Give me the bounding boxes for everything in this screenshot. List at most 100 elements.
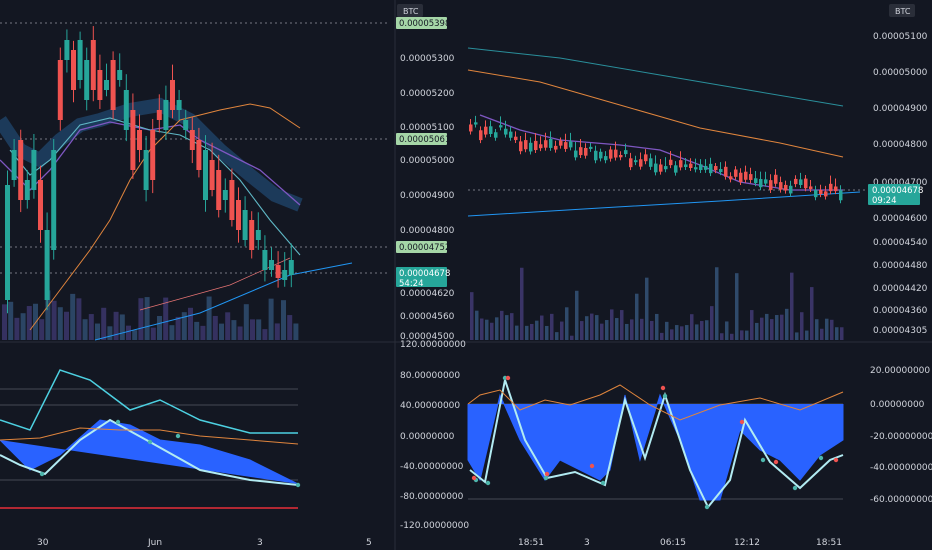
candle-body [559,140,563,146]
candle-body [774,174,778,184]
price-tag [396,17,447,29]
left-y-tick-label: 0.00005200 [400,89,455,99]
volume-bar [730,333,734,340]
left-x-tick-label: Jun [147,538,162,548]
volume-bar [281,300,286,340]
right-y-tick-label: 0.00005100 [873,32,928,42]
volume-bar [45,290,51,340]
osc-dot [147,439,153,445]
candle-body [117,70,123,80]
candle-body [664,166,668,170]
osc-dot [760,457,766,463]
candle-body [216,170,222,210]
volume-bar [560,321,564,340]
candle-body [814,190,818,198]
volume-bar [113,311,119,340]
candle-body [196,140,202,170]
volume-bar [157,316,162,340]
candle-body [709,163,713,174]
candle-body [549,138,553,148]
candle-body [824,191,828,197]
candle-body [534,140,538,151]
candle-body [729,176,733,180]
candle-body [156,110,162,120]
volume-bar [231,320,237,340]
volume-bar [765,313,769,340]
candle-body [183,120,189,130]
candle-body [679,160,683,168]
candle-body [644,154,648,162]
osc-fill [467,393,844,501]
osc-dot [662,393,668,399]
candle-body [599,151,603,159]
volume-bar [262,329,268,340]
volume-bar [274,323,280,340]
osc-dot [792,485,798,491]
right-x-tick-label: 18:51 [518,538,544,548]
volume-bar [119,314,125,340]
price-tag-countdown: 09:24 [872,196,897,206]
right-y-tick-label: 0.00004800 [873,140,928,150]
right-osc-y-tick-label: -20.00000000 [870,432,932,442]
volume-bar [570,335,574,340]
volume-bar [535,320,539,340]
volume-bar [835,327,839,340]
volume-bar [14,317,20,340]
volume-bar [293,323,299,340]
candle-body [137,130,142,150]
volume-bar [750,310,754,340]
osc-dot-red [773,459,779,465]
candle-body [759,178,763,188]
candle-body [469,124,473,132]
volume-bar [680,326,684,340]
candle-body [604,156,608,161]
osc-dot-red [660,385,666,391]
left-x-tick-label: 5 [366,538,372,548]
volume-bar [565,307,569,340]
candle-body [734,169,738,177]
volume-bar [188,307,193,340]
volume-bar [237,326,243,340]
volume-bar [515,325,519,340]
right-x-tick-label: 12:12 [734,538,760,548]
volume-bar [520,267,524,340]
candle-body [674,165,678,173]
price-tag [868,184,920,205]
volume-bar [95,323,100,340]
price-tag-label: 0.00004678 [399,269,450,279]
candle-body [799,179,803,186]
candle-body [262,250,268,270]
candle-body [255,230,261,240]
osc-wave [0,418,299,486]
candle-body [714,166,718,171]
volume-bar [695,324,699,340]
candle-body [249,220,255,250]
candle-body [544,140,548,148]
volume-bar [126,325,131,340]
candle-body [584,147,588,156]
candle-body [834,186,838,192]
candle-body [694,167,698,170]
left-y-tick-label: 0.00005300 [400,54,455,64]
volume-bar [720,333,724,340]
volume-bar [780,314,784,340]
left-y-tick-label: 0.00004500 [400,332,455,342]
candle-body [484,126,488,135]
osc-dot-red [505,375,511,381]
osc-signal [467,384,844,421]
left-osc-y-tick-label: -120.00000000 [400,521,469,531]
candle-body [236,200,241,230]
candle-body [71,50,76,90]
candle-body [579,147,583,156]
volume-bar [740,330,744,340]
candle-body [804,178,808,189]
right-x-tick-label: 18:51 [816,538,842,548]
volume-bar [580,321,584,340]
volume-bar [175,316,181,340]
candle-body [809,186,813,190]
osc-dot [818,455,824,461]
candle-body [18,140,24,200]
volume-bar [256,319,262,340]
volume-bar [690,314,694,340]
candle-body [739,172,743,182]
